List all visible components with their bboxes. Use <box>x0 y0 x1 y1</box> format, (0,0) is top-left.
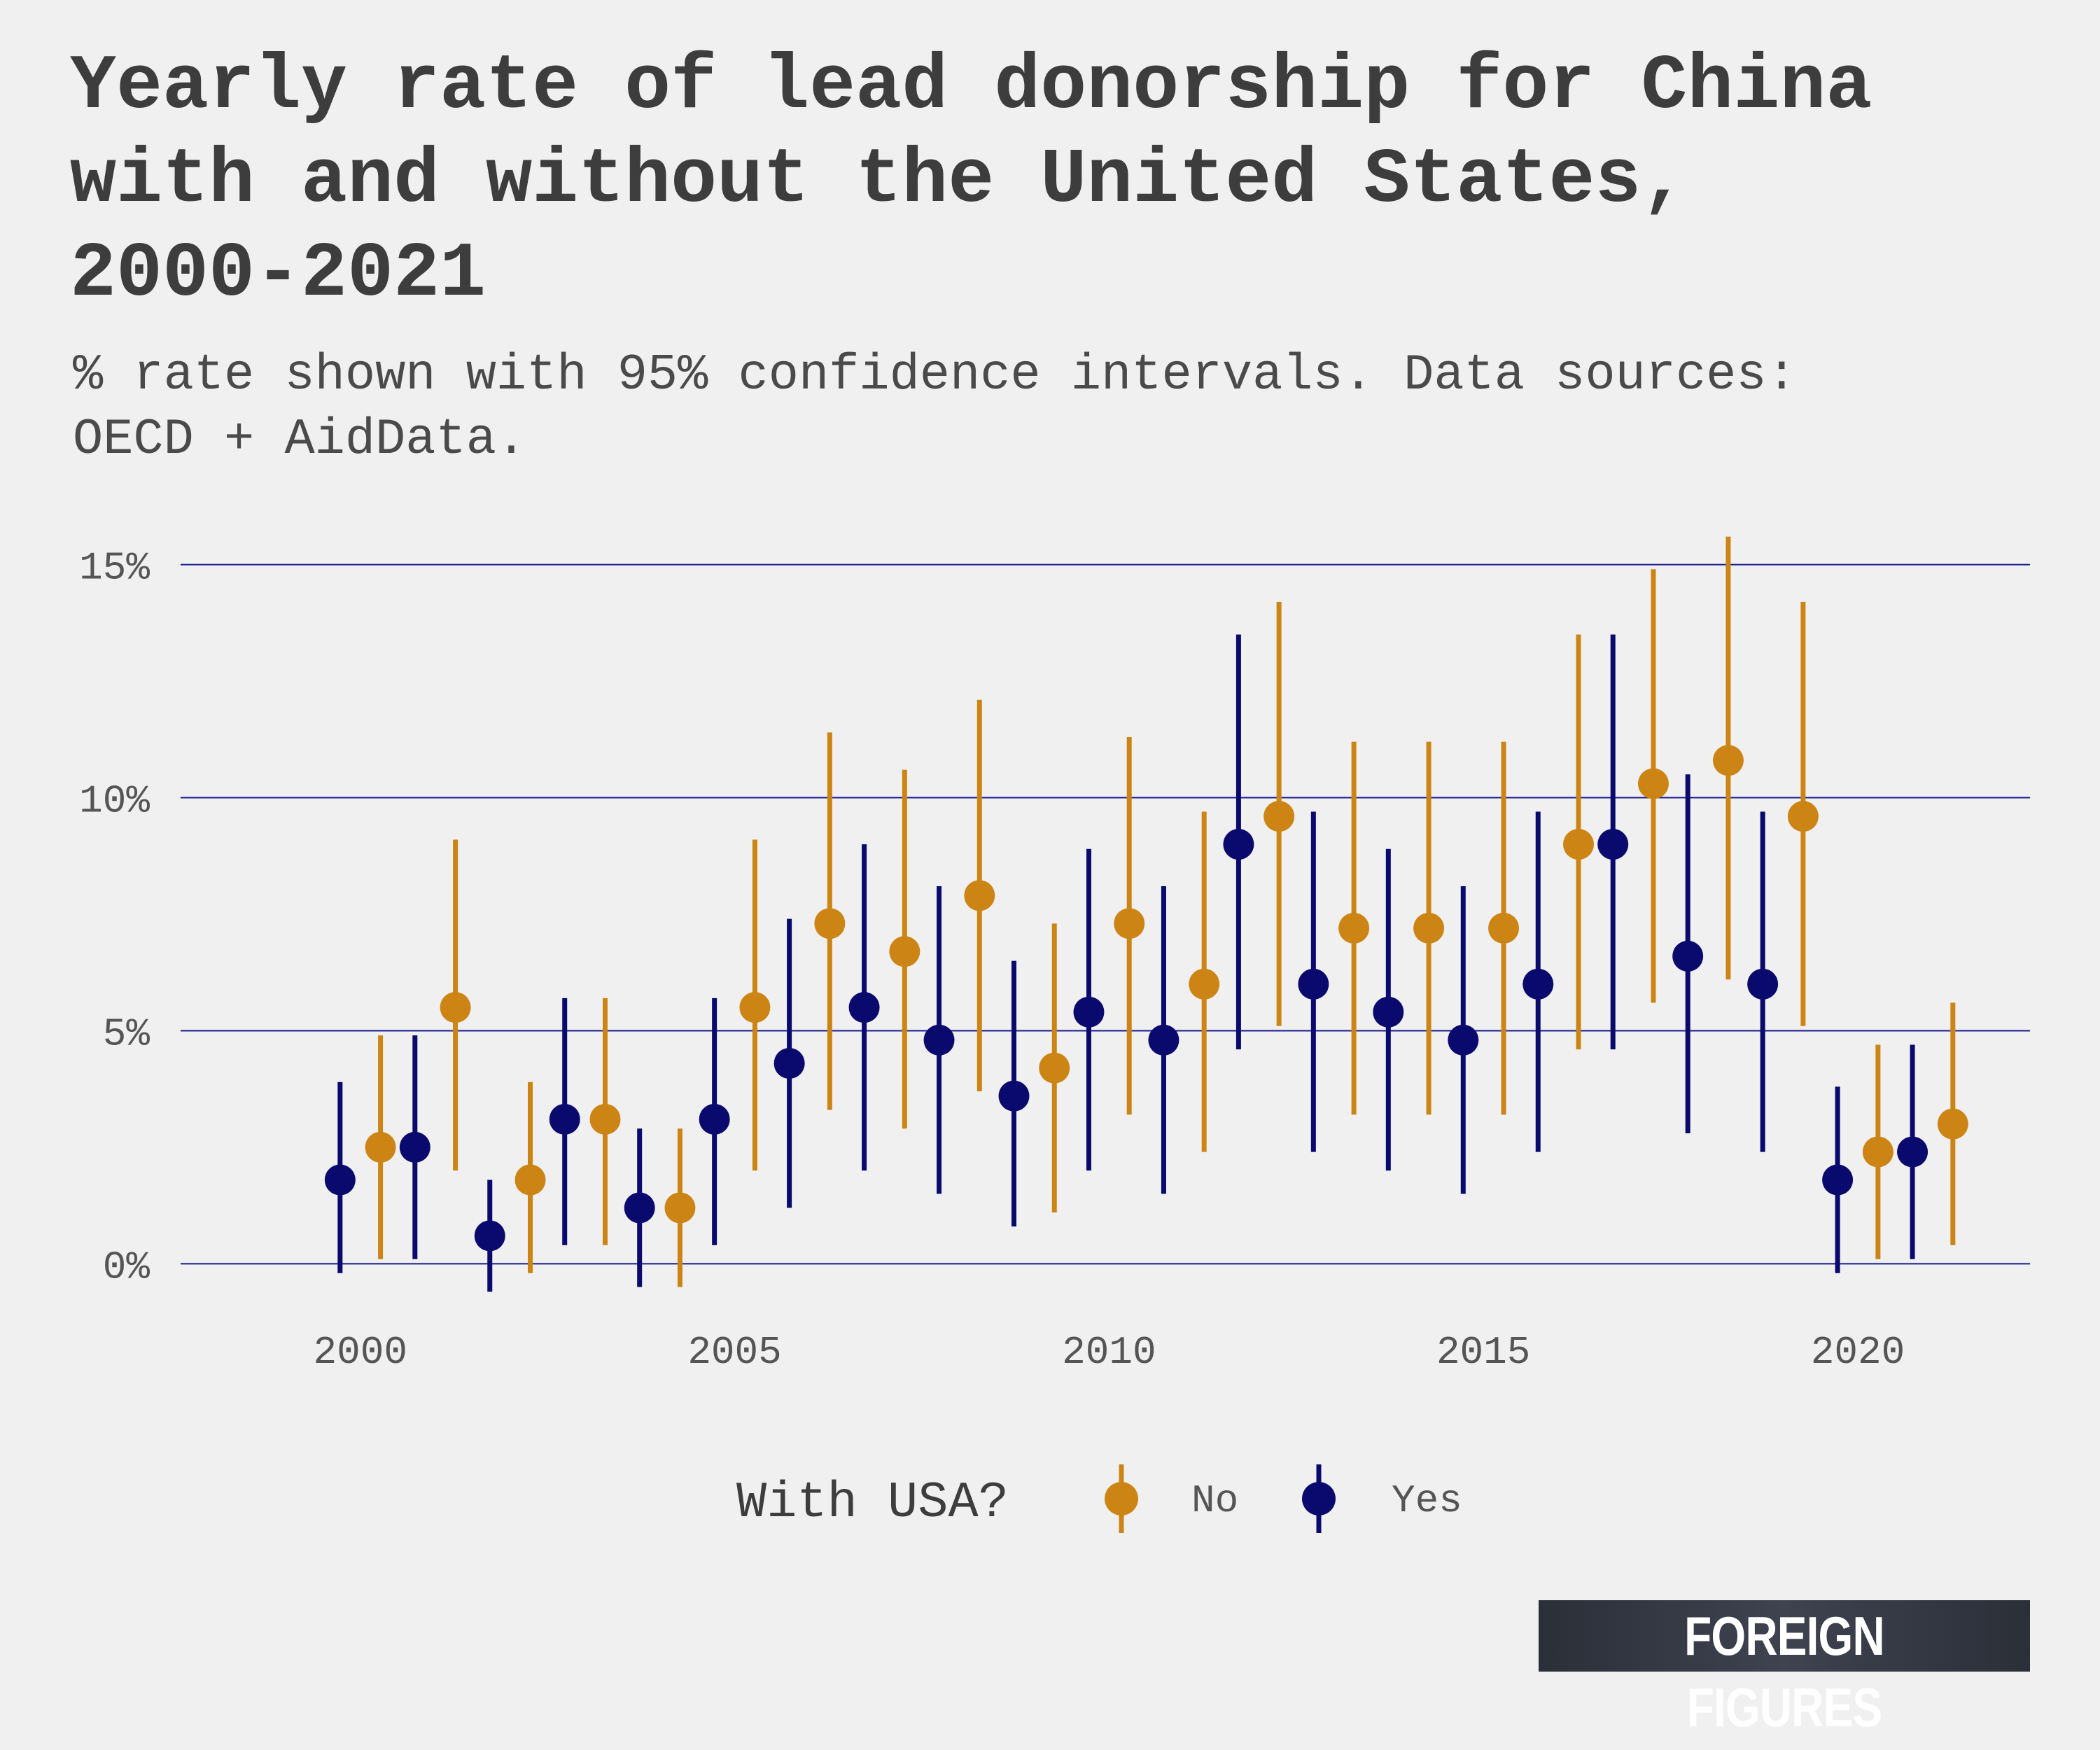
point-yes-2013 <box>1298 969 1329 1000</box>
y-tick-label: 10% <box>79 779 150 824</box>
point-yes-2002 <box>475 1220 505 1251</box>
point-yes-2019 <box>1747 969 1778 1000</box>
point-no-2019 <box>1788 801 1819 832</box>
series-no <box>365 537 1968 1287</box>
x-tick-label: 2000 <box>314 1330 407 1375</box>
point-no-2013 <box>1338 913 1369 944</box>
point-yes-2011 <box>1148 1025 1179 1056</box>
y-tick-label: 15% <box>79 546 150 591</box>
point-no-2010 <box>1114 908 1144 939</box>
point-no-2020 <box>1863 1137 1893 1168</box>
x-tick-label: 2015 <box>1436 1330 1530 1375</box>
point-no-2000 <box>365 1132 396 1163</box>
point-no-2016 <box>1563 829 1594 860</box>
point-yes-2015 <box>1448 1025 1478 1056</box>
point-no-2018 <box>1713 745 1744 776</box>
point-yes-2017 <box>1597 829 1628 860</box>
point-no-2007 <box>889 936 920 967</box>
point-yes-2020 <box>1822 1165 1853 1196</box>
point-no-2005 <box>739 992 770 1023</box>
y-tick-label: 0% <box>103 1245 150 1289</box>
point-yes-2003 <box>550 1104 580 1135</box>
point-no-2017 <box>1638 769 1669 799</box>
point-yes-2009 <box>999 1081 1030 1112</box>
y-axis-ticks: 0% 5% 10% 15% <box>79 546 150 1290</box>
point-yes-2008 <box>924 1025 955 1056</box>
point-yes-2014 <box>1373 997 1404 1028</box>
point-yes-2016 <box>1522 969 1553 1000</box>
point-yes-2010 <box>1073 997 1104 1028</box>
series-yes <box>325 634 1928 1292</box>
point-no-2008 <box>964 880 995 911</box>
point-no-2006 <box>814 908 845 939</box>
point-yes-2005 <box>699 1104 730 1135</box>
point-no-2004 <box>664 1192 695 1223</box>
x-tick-label: 2005 <box>687 1330 781 1375</box>
point-yes-2012 <box>1223 829 1254 860</box>
y-tick-label: 5% <box>103 1011 150 1056</box>
legend-key-dot-no <box>1105 1482 1138 1516</box>
legend-label-no: No <box>1191 1478 1238 1523</box>
point-yes-2000 <box>325 1165 356 1196</box>
point-yes-2021 <box>1897 1137 1928 1168</box>
brand-logo: FOREIGN FIGURES <box>1539 1600 2030 1672</box>
brand-logo-text: FOREIGN FIGURES <box>1583 1600 1986 1743</box>
point-no-2003 <box>589 1104 620 1135</box>
x-tick-label: 2020 <box>1811 1330 1905 1375</box>
legend-label-yes: Yes <box>1392 1478 1462 1523</box>
point-yes-2001 <box>400 1132 430 1163</box>
point-yes-2018 <box>1672 941 1703 972</box>
point-no-2014 <box>1413 913 1444 944</box>
point-yes-2004 <box>624 1192 655 1223</box>
data-marks <box>325 537 1968 1292</box>
legend-key-dot-yes <box>1302 1482 1336 1516</box>
point-no-2011 <box>1189 969 1219 1000</box>
point-no-2015 <box>1488 913 1519 944</box>
point-no-2012 <box>1264 801 1294 832</box>
point-no-2002 <box>515 1165 546 1196</box>
point-yes-2007 <box>849 992 880 1023</box>
legend-title: With USA? <box>736 1474 1009 1532</box>
point-no-2001 <box>440 992 471 1023</box>
point-no-2021 <box>1938 1109 1968 1140</box>
x-axis-ticks: 2000 2005 2010 2015 2020 <box>314 1330 1905 1375</box>
point-no-2009 <box>1039 1053 1070 1084</box>
x-tick-label: 2010 <box>1062 1330 1156 1375</box>
legend: With USA? No Yes <box>736 1464 1462 1533</box>
point-yes-2006 <box>774 1048 805 1079</box>
gridlines <box>181 565 2030 1264</box>
